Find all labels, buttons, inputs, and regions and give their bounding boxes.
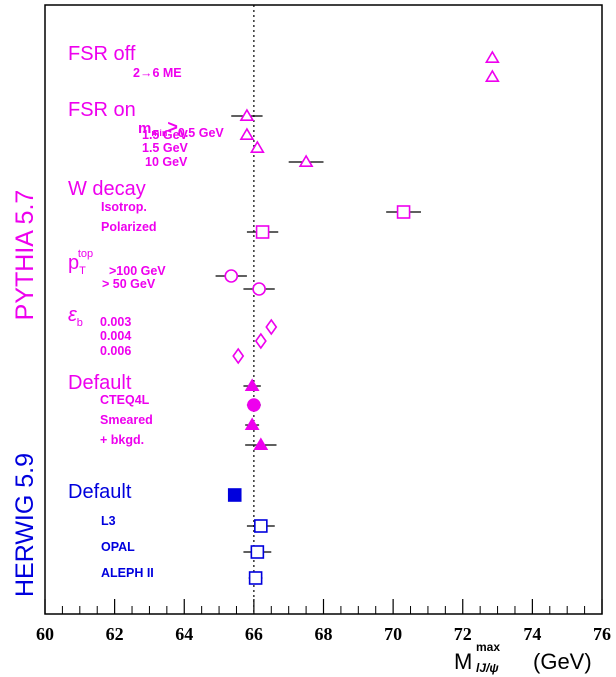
- row-label: 0.006: [100, 344, 131, 358]
- x-tick-label: 66: [245, 624, 263, 644]
- row-label: 0.004: [100, 329, 131, 343]
- row-label: >100 GeV: [109, 264, 166, 278]
- row-label: FSR on: [68, 99, 136, 121]
- data-point-triangle: [486, 52, 498, 62]
- x-label-main: M: [454, 649, 472, 674]
- row-label: 10 GeV: [145, 155, 188, 169]
- x-label-sub: lJ/ψ: [476, 661, 499, 675]
- data-point-square: [250, 572, 262, 584]
- row-label: > 50 GeV: [102, 277, 156, 291]
- data-point-triangle: [300, 156, 312, 166]
- row-label: εb: [68, 304, 83, 329]
- row-label: 2→6 ME: [133, 66, 182, 80]
- row-label: Smeared: [100, 413, 153, 427]
- data-point-circle: [225, 270, 237, 282]
- data-point-square: [255, 520, 267, 532]
- x-tick-label: 62: [106, 624, 124, 644]
- data-point-triangle: [246, 419, 258, 429]
- x-tick-label: 76: [593, 624, 611, 644]
- data-point-triangle: [486, 71, 498, 81]
- row-label: + bkgd.: [100, 433, 144, 447]
- x-label-unit: (GeV): [533, 649, 592, 674]
- data-point-square: [398, 206, 410, 218]
- row-label: OPAL: [101, 540, 135, 554]
- x-tick-label: 60: [36, 624, 54, 644]
- data-point-circle: [253, 283, 265, 295]
- x-tick-label: 70: [384, 624, 402, 644]
- group-label-pythia: PYTHIA 5.7: [11, 190, 39, 321]
- row-label: Default: [68, 481, 132, 503]
- data-point-triangle: [241, 129, 253, 139]
- row-label: pTtop: [68, 248, 93, 277]
- row-label: Polarized: [101, 220, 157, 234]
- plot-frame: [45, 5, 602, 614]
- data-point-circle: [248, 399, 260, 411]
- row-label: CTEQ4L: [100, 393, 150, 407]
- row-label: L3: [101, 514, 116, 528]
- data-point-diamond: [233, 349, 243, 363]
- row-label: Default: [68, 372, 132, 394]
- row-label: 0.003: [100, 315, 131, 329]
- x-label-sup: max: [476, 640, 500, 654]
- data-point-triangle: [251, 142, 263, 152]
- x-tick-label: 74: [523, 624, 541, 644]
- group-label-herwig: HERWIG 5.9: [11, 453, 39, 597]
- row-label: ALEPH II: [101, 566, 154, 580]
- data-point-diamond: [266, 320, 276, 334]
- x-tick-label: 68: [315, 624, 333, 644]
- data-point-triangle: [246, 380, 258, 390]
- row-label: W decay: [68, 178, 146, 200]
- data-point-square: [251, 546, 263, 558]
- data-point-triangle: [255, 439, 267, 449]
- data-point-square: [257, 226, 269, 238]
- x-tick-label: 72: [454, 624, 472, 644]
- row-label: 1.5 GeV: [142, 128, 189, 142]
- row-label: FSR off: [68, 43, 136, 65]
- row-label: Isotrop.: [101, 200, 147, 214]
- data-point-square: [229, 489, 241, 501]
- x-tick-label: 64: [175, 624, 193, 644]
- row-label: 1.5 GeV: [142, 141, 189, 155]
- data-point-triangle: [241, 110, 253, 120]
- data-point-diamond: [256, 334, 266, 348]
